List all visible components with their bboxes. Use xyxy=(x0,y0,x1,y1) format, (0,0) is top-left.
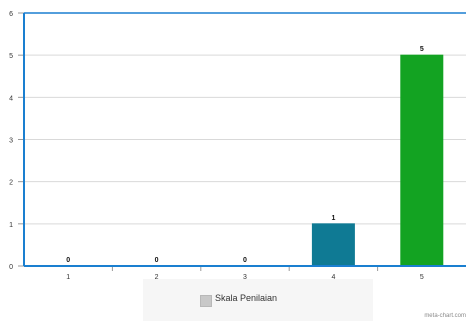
legend: Skala Penilaian xyxy=(143,279,373,321)
data-label-3: 0 xyxy=(243,257,247,264)
y-tick-label: 2 xyxy=(9,180,13,187)
x-tick-label-1: 1 xyxy=(66,274,70,281)
y-tick-label: 0 xyxy=(9,264,13,271)
watermark: meta-chart.com xyxy=(424,313,466,319)
legend-swatch[interactable] xyxy=(200,295,212,307)
y-tick-label: 3 xyxy=(9,138,13,145)
data-label-4: 1 xyxy=(331,215,335,222)
data-label-2: 0 xyxy=(155,257,159,264)
y-axis-tick-labels: 0 1 2 3 4 5 6 xyxy=(9,11,24,271)
grid-lines xyxy=(24,12,466,225)
bar-5[interactable] xyxy=(400,54,444,267)
x-tick-label-5: 5 xyxy=(420,274,424,281)
x-tick-label-4: 4 xyxy=(331,274,335,281)
x-tick-label-2: 2 xyxy=(155,274,159,281)
data-label-5: 5 xyxy=(420,46,424,53)
data-label-1: 0 xyxy=(66,257,70,264)
bars xyxy=(311,54,444,267)
legend-label[interactable]: Skala Penilaian xyxy=(215,293,278,303)
x-tick-label-3: 3 xyxy=(243,274,247,281)
bar-4[interactable] xyxy=(311,223,355,267)
y-tick-label: 1 xyxy=(9,222,13,229)
y-tick-label: 5 xyxy=(9,53,13,60)
axes xyxy=(23,12,466,267)
data-labels: 0 0 0 1 5 xyxy=(66,46,424,264)
y-tick-label: 6 xyxy=(9,11,13,18)
y-tick-label: 4 xyxy=(9,95,13,102)
